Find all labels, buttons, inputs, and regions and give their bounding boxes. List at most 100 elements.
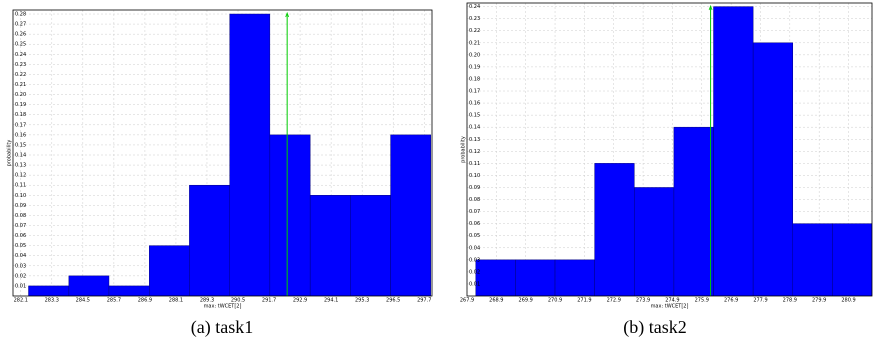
x-tick-label: 277.9 [753, 298, 767, 304]
bar [28, 285, 70, 296]
bar [673, 126, 714, 296]
y-tick-label: 0.18 [15, 112, 26, 118]
bar [594, 163, 635, 296]
y-axis-label: probability [461, 136, 467, 163]
marker-arrow [285, 11, 290, 18]
y-tick-label: 0.02 [469, 269, 480, 275]
y-tick-label: 0.26 [15, 32, 26, 38]
y-tick-label: 0.23 [15, 62, 26, 68]
y-tick-label: 0.19 [15, 102, 26, 108]
x-tick-label: 288.1 [169, 298, 183, 304]
y-tick-label: 0.11 [15, 183, 26, 189]
bar [149, 245, 190, 296]
bar [752, 42, 794, 296]
y-tick-label: 0.10 [15, 193, 26, 199]
y-tick-label: 0.03 [469, 257, 480, 263]
x-tick-label: 276.9 [724, 298, 738, 304]
y-tick-label: 0.17 [15, 122, 26, 128]
bar [68, 275, 110, 296]
x-tick-label: 274.9 [665, 298, 679, 304]
x-tick-label: 294.1 [324, 298, 338, 304]
y-tick-label: 0.27 [15, 22, 26, 28]
y-tick-label: 0.11 [469, 161, 480, 167]
y-tick-label: 0.21 [469, 40, 480, 46]
y-tick-label: 0.08 [469, 197, 480, 203]
bar [309, 195, 351, 296]
bar [475, 259, 516, 296]
y-tick-label: 0.07 [15, 223, 26, 229]
y-tick-label: 0.28 [15, 12, 26, 18]
y-tick-label: 0.20 [469, 52, 480, 58]
y-tick-label: 0.06 [469, 221, 480, 227]
x-tick-label: 278.9 [783, 298, 797, 304]
bar [269, 134, 311, 296]
y-tick-label: 0.03 [15, 263, 26, 269]
x-tick-label: 284.5 [76, 298, 90, 304]
bar [390, 134, 431, 296]
caption: (a) task1 [191, 317, 253, 338]
y-tick-label: 0.08 [15, 213, 26, 219]
bar [189, 184, 230, 296]
y-tick-label: 0.21 [15, 82, 26, 88]
bar [634, 187, 675, 296]
x-tick-label: 268.9 [489, 298, 503, 304]
x-tick-label: 297.7 [417, 298, 431, 304]
y-tick-label: 0.13 [15, 163, 26, 169]
x-tick-label: 295.3 [355, 298, 369, 304]
x-tick-label: 275.9 [695, 298, 709, 304]
y-tick-label: 0.16 [469, 101, 480, 107]
bar [515, 259, 556, 296]
x-tick-label: 279.9 [812, 298, 826, 304]
plot-frame [12, 9, 433, 297]
y-tick-label: 0.04 [15, 253, 26, 259]
y-tick-label: 0.09 [469, 185, 480, 191]
y-tick-label: 0.24 [15, 52, 26, 58]
bar [554, 259, 595, 296]
y-tick-label: 0.09 [15, 203, 26, 209]
bar [792, 223, 833, 296]
y-tick-label: 0.12 [15, 173, 26, 179]
bar [108, 285, 150, 296]
y-tick-label: 0.12 [469, 149, 480, 155]
y-tick-label: 0.18 [469, 76, 480, 82]
y-tick-label: 0.23 [469, 16, 480, 22]
x-tick-label: 289.3 [200, 298, 214, 304]
x-axis-label: max: tWCET[2] [204, 304, 242, 310]
x-tick-label: 271.9 [577, 298, 591, 304]
y-tick-label: 0.10 [469, 173, 480, 179]
x-tick-label: 291.7 [262, 298, 276, 304]
x-tick-label: 273.9 [636, 298, 650, 304]
y-tick-label: 0.16 [15, 132, 26, 138]
y-tick-label: 0.05 [469, 233, 480, 239]
plot-frame [466, 2, 873, 297]
x-tick-label: 267.9 [460, 298, 474, 304]
x-tick-label: 283.3 [45, 298, 59, 304]
x-tick-label: 272.9 [607, 298, 621, 304]
y-tick-label: 0.05 [15, 243, 26, 249]
y-tick-label: 0.17 [469, 89, 480, 95]
x-tick-label: 270.9 [548, 298, 562, 304]
y-tick-label: 0.01 [469, 281, 480, 287]
bar [350, 195, 391, 296]
y-axis-label: probability [7, 140, 13, 167]
y-tick-label: 0.25 [15, 42, 26, 48]
bar [229, 13, 271, 296]
y-tick-label: 0.15 [15, 142, 26, 148]
x-tick-label: 282.1 [14, 298, 28, 304]
x-tick-label: 290.5 [231, 298, 245, 304]
y-tick-label: 0.15 [469, 113, 480, 119]
plot [467, 3, 872, 296]
x-axis-label: max: tWCET[2] [651, 304, 689, 310]
y-tick-label: 0.01 [15, 283, 26, 289]
x-tick-label: 296.5 [386, 298, 400, 304]
y-tick-label: 0.14 [469, 125, 480, 131]
bar [713, 6, 754, 296]
x-tick-label: 280.9 [841, 298, 855, 304]
y-tick-label: 0.19 [469, 64, 480, 70]
x-tick-label: 285.7 [107, 298, 121, 304]
x-tick-label: 269.9 [519, 298, 533, 304]
caption: (b) task2 [623, 317, 686, 338]
y-tick-label: 0.22 [15, 72, 26, 78]
y-tick-label: 0.22 [469, 28, 480, 34]
